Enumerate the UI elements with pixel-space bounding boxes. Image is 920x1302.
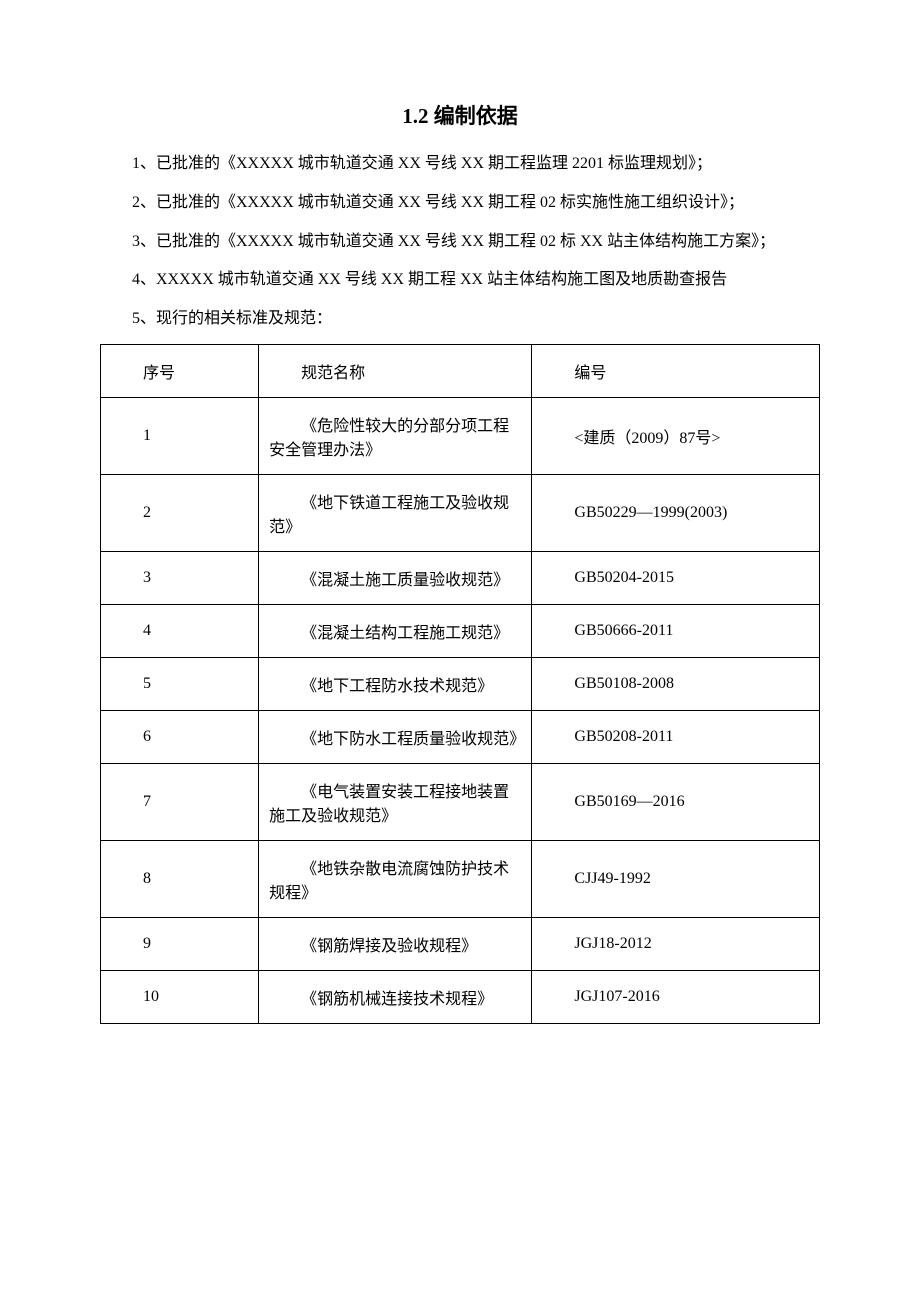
cell-seq: 7 [101, 763, 259, 840]
table-header-row: 序号 规范名称 编号 [101, 344, 820, 397]
standards-table: 序号 规范名称 编号 1 《危险性较大的分部分项工程安全管理办法》 <建质（20… [100, 344, 820, 1024]
table-row: 2 《地下铁道工程施工及验收规范》 GB50229—1999(2003) [101, 474, 820, 551]
table-row: 6 《地下防水工程质量验收规范》 GB50208-2011 [101, 710, 820, 763]
cell-seq: 1 [101, 397, 259, 474]
paragraph-5: 5、现行的相关标准及规范： [100, 305, 820, 334]
table-row: 10 《钢筋机械连接技术规程》 JGJ107-2016 [101, 970, 820, 1023]
table-row: 7 《电气装置安装工程接地装置施工及验收规范》 GB50169—2016 [101, 763, 820, 840]
cell-code: GB50204-2015 [532, 551, 820, 604]
header-seq: 序号 [101, 344, 259, 397]
cell-name: 《钢筋机械连接技术规程》 [259, 970, 532, 1023]
cell-code: JGJ107-2016 [532, 970, 820, 1023]
cell-name: 《钢筋焊接及验收规程》 [259, 917, 532, 970]
table-row: 1 《危险性较大的分部分项工程安全管理办法》 <建质（2009）87号> [101, 397, 820, 474]
cell-name: 《混凝土施工质量验收规范》 [259, 551, 532, 604]
cell-seq: 8 [101, 840, 259, 917]
table-row: 3 《混凝土施工质量验收规范》 GB50204-2015 [101, 551, 820, 604]
cell-code: <建质（2009）87号> [532, 397, 820, 474]
cell-seq: 6 [101, 710, 259, 763]
cell-code: CJJ49-1992 [532, 840, 820, 917]
cell-name: 《地下工程防水技术规范》 [259, 657, 532, 710]
table-row: 4 《混凝土结构工程施工规范》 GB50666-2011 [101, 604, 820, 657]
cell-code: GB50666-2011 [532, 604, 820, 657]
header-code: 编号 [532, 344, 820, 397]
header-name: 规范名称 [259, 344, 532, 397]
cell-code: GB50208-2011 [532, 710, 820, 763]
cell-seq: 3 [101, 551, 259, 604]
cell-name: 《电气装置安装工程接地装置施工及验收规范》 [259, 763, 532, 840]
cell-seq: 4 [101, 604, 259, 657]
cell-code: GB50169—2016 [532, 763, 820, 840]
cell-seq: 9 [101, 917, 259, 970]
paragraph-4: 4、XXXXX 城市轨道交通 XX 号线 XX 期工程 XX 站主体结构施工图及… [100, 266, 820, 295]
cell-name: 《地铁杂散电流腐蚀防护技术规程》 [259, 840, 532, 917]
section-title: 1.2 编制依据 [100, 100, 820, 130]
cell-code: GB50229—1999(2003) [532, 474, 820, 551]
cell-seq: 2 [101, 474, 259, 551]
table-row: 5 《地下工程防水技术规范》 GB50108-2008 [101, 657, 820, 710]
cell-name: 《危险性较大的分部分项工程安全管理办法》 [259, 397, 532, 474]
cell-name: 《地下防水工程质量验收规范》 [259, 710, 532, 763]
paragraph-1: 1、已批准的《XXXXX 城市轨道交通 XX 号线 XX 期工程监理 2201 … [100, 150, 820, 179]
cell-name: 《混凝土结构工程施工规范》 [259, 604, 532, 657]
table-row: 9 《钢筋焊接及验收规程》 JGJ18-2012 [101, 917, 820, 970]
cell-code: GB50108-2008 [532, 657, 820, 710]
cell-seq: 10 [101, 970, 259, 1023]
paragraph-2: 2、已批准的《XXXXX 城市轨道交通 XX 号线 XX 期工程 02 标实施性… [100, 189, 820, 218]
table-row: 8 《地铁杂散电流腐蚀防护技术规程》 CJJ49-1992 [101, 840, 820, 917]
cell-name: 《地下铁道工程施工及验收规范》 [259, 474, 532, 551]
cell-seq: 5 [101, 657, 259, 710]
cell-code: JGJ18-2012 [532, 917, 820, 970]
paragraph-3: 3、已批准的《XXXXX 城市轨道交通 XX 号线 XX 期工程 02 标 XX… [100, 228, 820, 257]
